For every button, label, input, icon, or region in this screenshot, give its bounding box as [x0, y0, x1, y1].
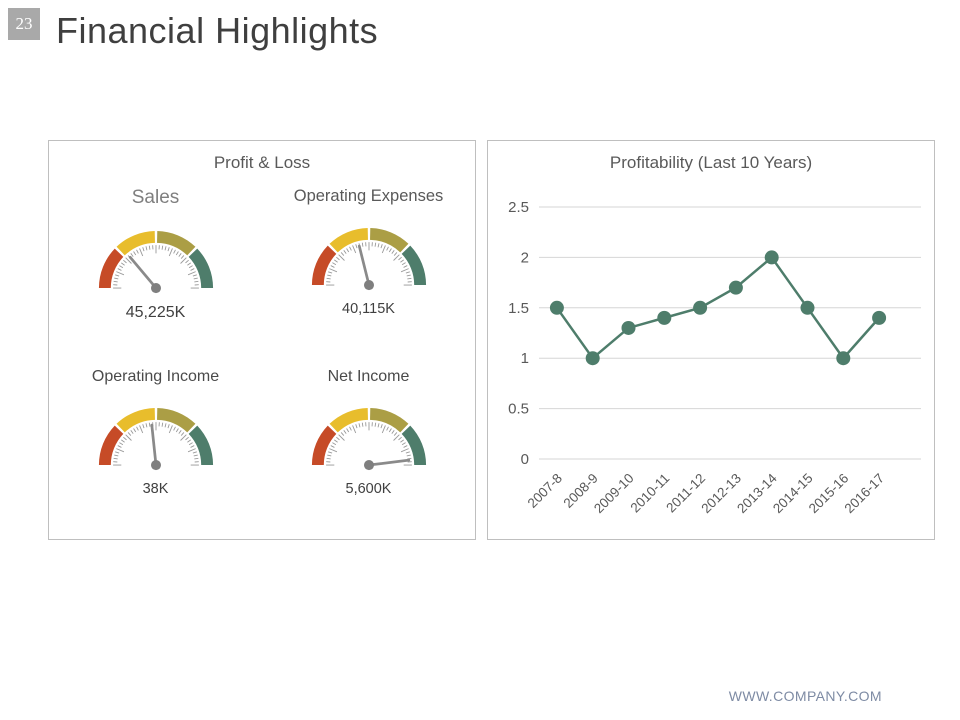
slide-number: 23 [8, 8, 40, 40]
net-income-gauge-value: 5,600K [345, 481, 392, 497]
gauge-cell-operating-income: Operating Income 38K [49, 368, 262, 497]
profitability-panel-title: Profitability (Last 10 Years) [609, 153, 813, 172]
svg-text:2: 2 [521, 249, 529, 266]
svg-text:1: 1 [521, 350, 529, 367]
gauge-grid: Sales 45,225K Operating Expenses 40,115K… [49, 187, 475, 497]
operating-income-gauge-value: 38K [142, 481, 169, 497]
page-title: Financial Highlights [56, 10, 379, 51]
gauge-cell-operating-expenses: Operating Expenses 40,115K [262, 187, 475, 322]
profit-loss-panel: Profit & Loss Sales 45,225K Operating Ex… [48, 140, 476, 540]
profitability-line-chart: 00.511.522.52007-82008-92009-102010-1120… [508, 199, 921, 517]
operating-income-gauge-label: Operating Income [91, 368, 220, 385]
svg-text:2016-17: 2016-17 [842, 471, 888, 517]
operating-expenses-gauge-value: 40,115K [342, 301, 395, 317]
net-income-gauge-chart [311, 407, 426, 471]
svg-text:2007-8: 2007-8 [525, 471, 565, 511]
sales-gauge-value: 45,225K [125, 304, 186, 321]
sales-gauge-chart [98, 230, 213, 294]
gauge-cell-sales: Sales 45,225K [49, 187, 262, 322]
gauge-cell-net-income: Net Income 5,600K [262, 368, 475, 497]
footer-url: WWW.COMPANY.COM [728, 688, 882, 704]
svg-text:2009-10: 2009-10 [591, 471, 637, 517]
operating-expenses-gauge-chart [311, 227, 426, 291]
operating-income-gauge-chart [98, 407, 213, 471]
operating-expenses-gauge-label: Operating Expenses [293, 187, 444, 205]
svg-text:1.5: 1.5 [508, 300, 529, 317]
svg-text:0: 0 [521, 451, 529, 468]
profit-loss-panel-title: Profit & Loss [213, 153, 311, 172]
svg-text:2010-11: 2010-11 [627, 471, 672, 516]
svg-text:0.5: 0.5 [508, 401, 529, 418]
svg-text:2.5: 2.5 [508, 199, 529, 216]
sales-gauge-label: Sales [131, 187, 180, 208]
net-income-gauge-label: Net Income [327, 368, 410, 385]
profitability-panel: Profitability (Last 10 Years) 0 0.5 1 1.5 2 2… [487, 140, 935, 540]
